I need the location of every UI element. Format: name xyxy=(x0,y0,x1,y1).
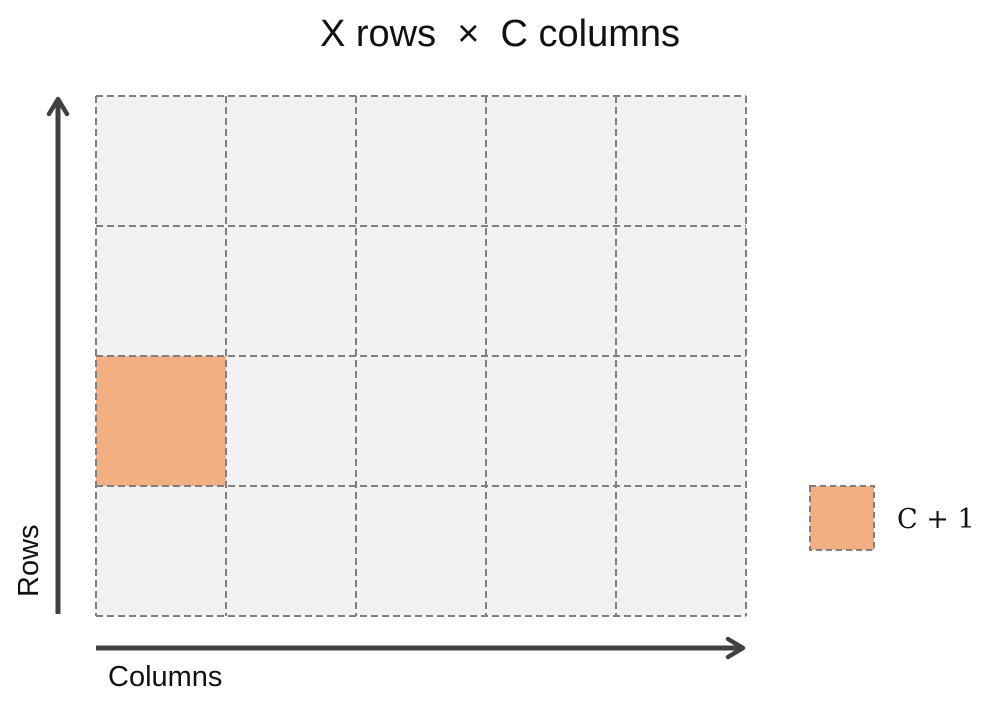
grid-cell xyxy=(486,356,616,486)
grid-cell xyxy=(356,96,486,226)
grid-cell xyxy=(486,486,616,616)
grid-cell xyxy=(96,486,226,616)
grid-cell xyxy=(616,96,746,226)
grid-cell xyxy=(226,96,356,226)
grid-cell xyxy=(96,226,226,356)
grid-cell xyxy=(616,486,746,616)
legend-label: C + 1 xyxy=(897,504,975,535)
grid-cell xyxy=(356,356,486,486)
columns-axis-label: Columns xyxy=(108,661,222,693)
rows-axis-label: Rows xyxy=(13,524,45,597)
grid-cell xyxy=(226,486,356,616)
grid-cell xyxy=(616,226,746,356)
grid-cell xyxy=(356,486,486,616)
grid-cell xyxy=(616,356,746,486)
grid-cell xyxy=(486,96,616,226)
grid-cell xyxy=(226,226,356,356)
diagram-title: X rows × C columns xyxy=(320,13,680,55)
legend-swatch xyxy=(809,485,875,551)
grid-cell xyxy=(356,226,486,356)
grid-cell xyxy=(226,356,356,486)
grid-cell xyxy=(486,226,616,356)
grid xyxy=(95,95,747,617)
legend: C + 1 xyxy=(809,485,975,551)
grid-cell-highlighted xyxy=(96,356,226,486)
grid-cell xyxy=(96,96,226,226)
